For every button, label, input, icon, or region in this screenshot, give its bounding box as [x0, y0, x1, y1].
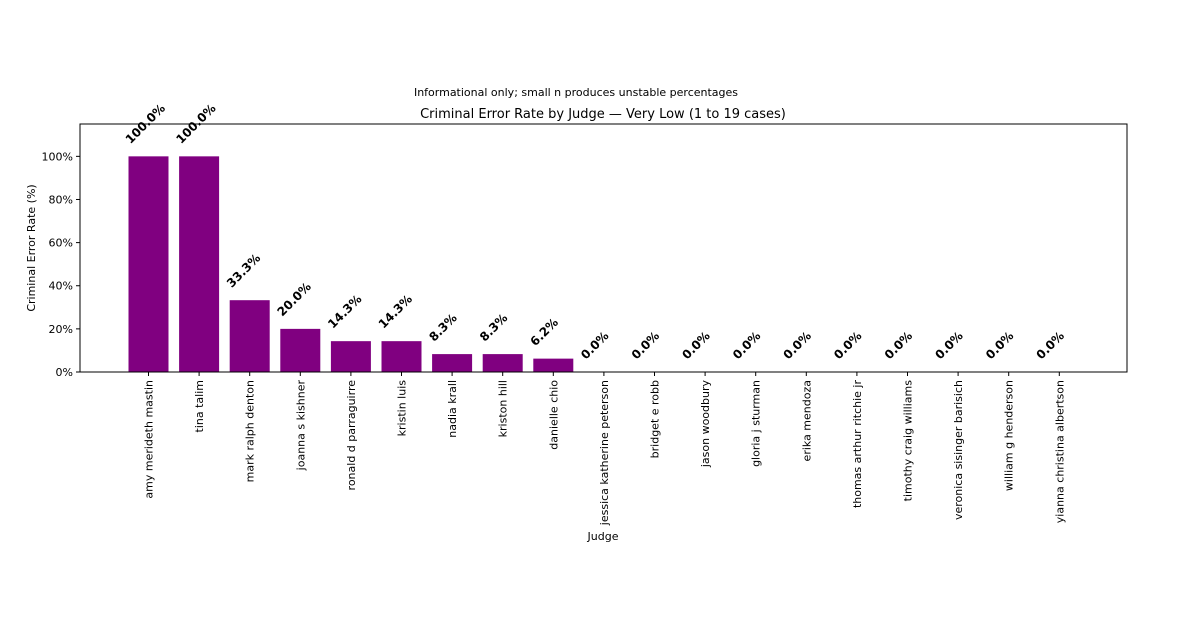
- bar-data-label: 14.3%: [376, 292, 415, 331]
- x-tick-label: kriston hill: [497, 380, 510, 437]
- x-tick-label: nadia krall: [446, 380, 459, 438]
- bar-data-label: 0.0%: [578, 329, 611, 362]
- y-axis: 0% 20% 40% 60% 80% 100%: [42, 150, 80, 379]
- bars-group: [128, 156, 574, 372]
- bar-data-label: 14.3%: [325, 292, 364, 331]
- plot-frame: [79, 123, 1128, 373]
- bar-data-label: 0.0%: [831, 329, 864, 362]
- bar-data-label: 0.0%: [882, 329, 915, 362]
- x-tick-label: ronald d parraguirre: [345, 380, 358, 491]
- bar: [179, 156, 220, 372]
- bar-data-label: 0.0%: [781, 329, 814, 362]
- x-tick-label: jessica katherine peterson: [598, 380, 611, 526]
- x-tick-label: gloria j sturman: [750, 380, 763, 467]
- x-tick-label: thomas arthur ritchie jr: [851, 380, 864, 509]
- x-tick-label: jason woodbury: [699, 380, 712, 469]
- bar-data-label: 0.0%: [730, 329, 763, 362]
- x-tick-label: amy merideth mastin: [143, 380, 156, 499]
- bar: [330, 341, 371, 372]
- bar: [533, 358, 574, 372]
- chart-suptitle: Informational only; small n produces uns…: [414, 86, 738, 99]
- bar: [482, 354, 523, 372]
- x-tick-label: mark ralph denton: [244, 380, 257, 482]
- bar: [128, 156, 169, 372]
- x-tick-label: tina talim: [193, 380, 206, 432]
- x-tick-label: yianna christina albertson: [1053, 380, 1066, 523]
- y-tick-label: 20%: [49, 323, 73, 336]
- x-tick-label: joanna s kishner: [294, 380, 307, 472]
- x-tick-label: bridget e robb: [649, 380, 662, 458]
- y-tick-label: 60%: [49, 237, 73, 250]
- bar-data-label: 0.0%: [983, 329, 1016, 362]
- bar: [381, 341, 422, 372]
- x-axis-label: Judge: [587, 530, 619, 543]
- x-tick-label: danielle chio: [547, 380, 560, 450]
- bar-data-label: 33.3%: [224, 251, 263, 290]
- bar: [432, 354, 473, 372]
- x-tick-label: kristin luis: [396, 380, 409, 437]
- x-tick-label: william g henderson: [1003, 380, 1016, 491]
- y-axis-label: Criminal Error Rate (%): [25, 184, 38, 311]
- y-tick-label: 0%: [56, 366, 73, 379]
- bar-data-label: 0.0%: [679, 329, 712, 362]
- chart-title: Criminal Error Rate by Judge — Very Low …: [420, 107, 786, 122]
- x-tick-label: timothy craig williams: [902, 380, 915, 502]
- bar-data-label: 8.3%: [426, 311, 459, 344]
- y-tick-label: 40%: [49, 280, 73, 293]
- x-tick-label: veronica sisinger barisich: [952, 380, 965, 520]
- x-tick-label: erika mendoza: [800, 380, 813, 461]
- bar-data-label: 0.0%: [932, 329, 965, 362]
- y-tick-label: 100%: [42, 150, 73, 163]
- bar: [229, 300, 270, 372]
- bar-data-label: 8.3%: [477, 311, 510, 344]
- x-axis: amy merideth mastin tina talim mark ralph …: [143, 372, 1066, 526]
- bar-data-label: 6.2%: [528, 315, 561, 348]
- bar-data-label: 0.0%: [629, 329, 662, 362]
- bar-data-label: 0.0%: [1034, 329, 1067, 362]
- y-tick-label: 80%: [49, 193, 73, 206]
- bar: [280, 328, 321, 372]
- bar-data-label: 20.0%: [275, 280, 314, 319]
